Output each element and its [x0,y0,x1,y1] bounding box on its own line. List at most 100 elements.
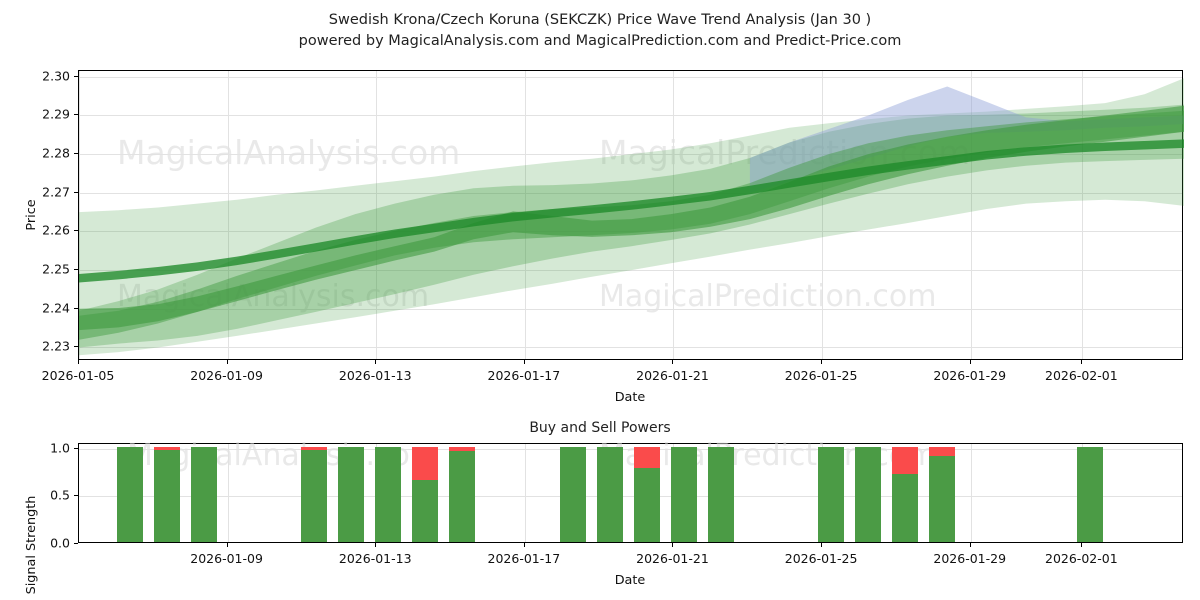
signal-bar[interactable] [154,446,181,542]
main-y-tick-label: 2.27 [42,184,70,200]
signal-bar-buy-segment [855,446,882,542]
main-gridline-v [1082,71,1084,359]
main-y-tick-mark [74,307,78,309]
main-x-tick-label: 2026-01-29 [933,368,1007,383]
signal-bar-buy-segment [301,449,328,542]
signal-bar-buy-segment [929,456,956,542]
signal-bar-buy-segment [449,450,476,542]
signal-bar-buy-segment [818,446,845,542]
price-wave-chart-plot-area: MagicalAnalysis.com MagicalPrediction.co… [78,70,1184,360]
signal-bar[interactable] [338,446,365,542]
signal-bar[interactable] [1076,446,1103,542]
bar-x-tick-mark [821,543,823,547]
main-x-tick-label: 2026-01-09 [190,368,263,383]
title-line-2: powered by MagicalAnalysis.com and Magic… [298,33,902,49]
main-x-tick-mark [821,360,823,364]
signal-bar-buy-segment [338,446,365,542]
main-gridline-v [970,71,972,359]
main-gridline-v [227,71,229,359]
bar-y-tick-label: 1.0 [50,440,70,456]
bar-x-tick-mark [969,543,971,547]
signal-bar[interactable] [301,446,328,542]
signal-bar-buy-segment [154,449,181,542]
main-x-tick-mark [226,360,228,364]
main-x-tick-mark [78,360,79,364]
bar-y-tick-label: 0.5 [50,487,70,503]
bar-x-tick-label: 2026-01-21 [636,551,709,566]
signal-bar[interactable] [818,446,845,542]
main-y-tick-mark [74,346,78,348]
signal-bar-buy-segment [190,446,217,542]
bar-y-tick-mark [74,447,78,449]
signal-bar[interactable] [929,446,956,542]
main-y-tick-mark [74,269,78,271]
main-y-tick-label: 2.25 [42,261,70,277]
main-x-tick-mark [375,360,377,364]
main-gridline-h [79,347,1182,349]
main-gridline-h [79,192,1182,194]
main-gridline-h [79,154,1182,156]
signal-bar[interactable] [412,446,439,542]
signal-bar[interactable] [375,446,402,542]
main-chart-y-axis-title: Price [24,199,39,231]
signal-bar-buy-segment [375,446,402,542]
band-polygon [749,86,1184,193]
main-chart-x-axis-title: Date [614,390,646,405]
bar-gridline-h [79,448,1182,450]
signal-bar-sell-segment [154,446,181,450]
main-x-tick-mark [1081,360,1083,364]
signal-bar-sell-segment [929,446,956,457]
bar-x-tick-mark [226,543,228,547]
main-x-tick-label: 2026-01-17 [487,368,561,383]
main-y-tick-label: 2.28 [42,145,70,161]
bar-gridline-h [79,496,1182,498]
bar-y-tick-mark [74,495,78,497]
signal-bar-buy-segment [633,467,660,542]
main-y-tick-label: 2.23 [42,338,70,354]
bar-x-tick-mark [1081,543,1083,547]
main-gridline-h [79,270,1182,272]
signal-bar[interactable] [190,446,217,542]
main-x-tick-mark [969,360,971,364]
signal-bar-buy-segment [596,446,623,542]
signal-bar-sell-segment [633,446,660,468]
bar-chart-x-axis-title: Date [614,573,646,588]
signal-bar[interactable] [117,446,144,542]
bar-x-tick-label: 2026-01-09 [190,551,263,566]
main-x-tick-mark [672,360,674,364]
main-y-tick-mark [74,191,78,193]
signal-bar[interactable] [855,446,882,542]
signal-bar[interactable] [596,446,623,542]
bar-y-tick-label: 0.0 [50,535,70,551]
main-y-tick-label: 2.26 [42,222,70,238]
main-x-tick-label: 2026-01-25 [784,368,858,383]
main-x-tick-label: 2026-02-01 [1045,368,1118,383]
main-y-tick-label: 2.24 [42,300,70,316]
signal-bar[interactable] [449,446,476,542]
main-gridline-h [79,76,1182,78]
bar-gridline-v [970,444,972,542]
signal-bar[interactable] [707,446,734,542]
signal-bar[interactable] [633,446,660,542]
signal-bar[interactable] [559,446,586,542]
main-y-tick-mark [74,153,78,155]
bar-chart-y-axis-title: Signal Strength [24,495,39,595]
signal-bar[interactable] [670,446,697,542]
signal-bar[interactable] [892,446,919,542]
signal-bar-buy-segment [117,446,144,542]
main-gridline-h [79,308,1182,310]
main-y-tick-mark [74,114,78,116]
signal-bar-sell-segment [412,446,439,481]
main-x-tick-label: 2026-01-13 [338,368,412,383]
signal-bar-sell-segment [892,446,919,475]
signal-bar-buy-segment [670,446,697,542]
main-y-tick-mark [74,75,78,77]
main-y-tick-mark [74,230,78,232]
signal-bar-buy-segment [559,446,586,542]
main-y-tick-label: 2.29 [42,106,70,122]
buy-sell-powers-plot-area: MagicalAnalysis.com MagicalPrediction.co… [78,438,1183,543]
page-title: Swedish Krona/Czech Koruna (SEKCZK) Pric… [0,10,1200,52]
bar-x-tick-mark [672,543,674,547]
bar-x-tick-mark [523,543,525,547]
